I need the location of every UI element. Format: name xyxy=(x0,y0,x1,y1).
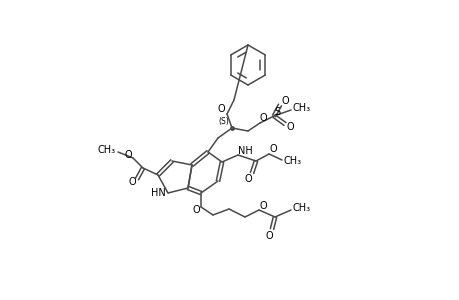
Text: CH₃: CH₃ xyxy=(292,103,310,113)
Text: O: O xyxy=(128,177,135,187)
Text: O: O xyxy=(217,104,224,114)
Text: O: O xyxy=(269,144,276,154)
Text: HN: HN xyxy=(150,188,165,198)
Text: O: O xyxy=(285,122,293,132)
Text: O: O xyxy=(258,201,266,211)
Text: O: O xyxy=(124,150,132,160)
Text: CH₃: CH₃ xyxy=(283,156,302,166)
Text: O: O xyxy=(280,96,288,106)
Text: (S): (S) xyxy=(218,116,229,125)
Text: CH₃: CH₃ xyxy=(98,145,116,155)
Text: CH₃: CH₃ xyxy=(292,203,310,213)
Text: O: O xyxy=(244,174,251,184)
Text: S: S xyxy=(274,107,280,117)
Text: NH: NH xyxy=(237,146,252,156)
Text: O: O xyxy=(192,205,199,215)
Text: O: O xyxy=(258,113,266,123)
Text: O: O xyxy=(264,231,272,241)
